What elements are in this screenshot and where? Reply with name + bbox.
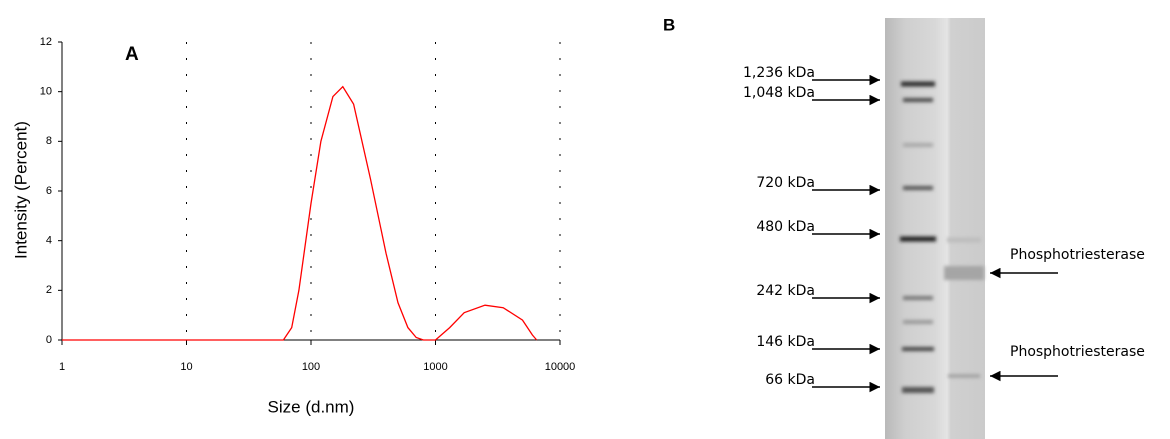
marker-label: 66 kDa (765, 372, 815, 388)
gel-band (901, 81, 935, 87)
gel-band (948, 374, 980, 378)
y-tick-label: 8 (46, 135, 52, 147)
gel-image: B 1,236 kDa 1,048 kDa 720 kDa 480 kDa 242 kD… (663, 15, 1145, 439)
gel-band (903, 320, 933, 324)
marker-label: 1,236 kDa (743, 65, 815, 81)
y-tick-label: 4 (46, 235, 52, 247)
marker-label: 146 kDa (756, 334, 815, 350)
gel-band (947, 237, 981, 243)
marker-label: 242 kDa (756, 283, 815, 299)
gel-band (903, 186, 933, 190)
x-tick-label: 10000 (545, 361, 576, 373)
band-label: Phosphotriesterase (1010, 344, 1145, 360)
x-tick-label: 10 (180, 361, 192, 373)
x-tick-label: 1000 (423, 361, 447, 373)
y-axis-label: Intensity (Percent) (11, 121, 30, 259)
y-tick-label: 2 (46, 284, 52, 296)
panel-label: A (125, 44, 139, 65)
x-tick-label: 100 (302, 361, 320, 373)
band-label: Phosphotriesterase (1010, 247, 1145, 263)
x-tick-label: 1 (59, 361, 65, 373)
y-tick-label: 6 (46, 185, 52, 197)
x-axis-label: Size (d.nm) (268, 397, 355, 416)
gel-band (900, 236, 936, 242)
data-line (62, 85, 538, 341)
y-tick-label: 12 (40, 36, 52, 48)
panel-label: B (663, 15, 675, 34)
gel-band (902, 387, 934, 393)
gel-band (903, 143, 933, 147)
y-tick-label: 0 (46, 334, 52, 346)
marker-label: 480 kDa (756, 219, 815, 235)
gel-band (903, 296, 933, 300)
gel-band (944, 266, 984, 280)
gel-background (885, 18, 985, 439)
gel-band (903, 98, 933, 102)
gel-band (902, 347, 934, 351)
marker-label: 720 kDa (756, 175, 815, 191)
y-tick-label: 10 (40, 86, 52, 98)
marker-label: 1,048 kDa (743, 85, 815, 101)
